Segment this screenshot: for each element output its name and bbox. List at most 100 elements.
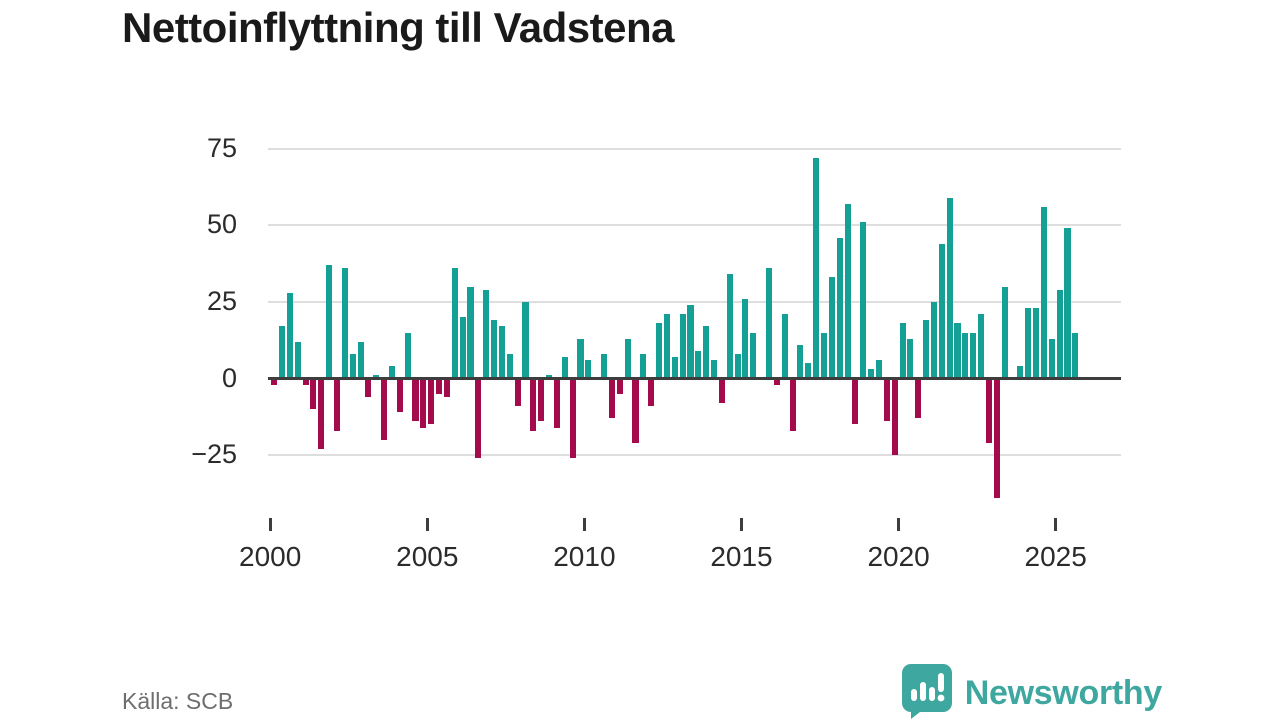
bar xyxy=(475,378,482,459)
grid-line xyxy=(268,224,1121,227)
bar xyxy=(585,360,592,379)
bar xyxy=(1001,286,1008,379)
bar xyxy=(773,378,780,385)
bar xyxy=(553,378,560,428)
x-tick xyxy=(582,518,586,531)
bar xyxy=(907,338,914,379)
bar xyxy=(813,157,820,379)
bar xyxy=(1048,338,1055,379)
bar xyxy=(899,323,906,379)
bar xyxy=(891,378,898,456)
bar xyxy=(271,378,278,385)
x-tick xyxy=(268,518,272,531)
bar xyxy=(852,378,859,425)
bar xyxy=(365,378,372,397)
bar xyxy=(318,378,325,449)
bar xyxy=(828,277,835,379)
x-tick xyxy=(897,518,901,531)
bar xyxy=(836,237,843,379)
bar xyxy=(655,323,663,379)
bar xyxy=(789,378,796,431)
bar xyxy=(616,378,623,394)
bar xyxy=(797,344,804,379)
x-axis-label: 2020 xyxy=(867,541,930,572)
bar xyxy=(286,292,293,379)
bar xyxy=(451,268,458,379)
bar xyxy=(750,332,757,379)
chart-title: Nettoinflyttning till Vadstena xyxy=(122,4,675,51)
bar xyxy=(805,363,812,379)
bar xyxy=(632,378,639,443)
bar xyxy=(428,378,435,425)
bar xyxy=(601,353,608,379)
bar xyxy=(514,378,521,407)
bar xyxy=(326,265,333,379)
bar xyxy=(498,326,505,379)
bar xyxy=(420,378,427,428)
newsworthy-logo[interactable]: Newsworthy xyxy=(901,663,1162,720)
x-tick xyxy=(1054,518,1058,531)
bar xyxy=(333,378,341,431)
grid-line xyxy=(268,454,1121,457)
y-axis-label: 25 xyxy=(206,285,237,316)
newsworthy-logo-text: Newsworthy xyxy=(964,674,1163,712)
bar xyxy=(930,301,937,379)
y-axis-label: −25 xyxy=(191,439,237,470)
x-axis-label: 2025 xyxy=(1024,541,1087,572)
x-axis-label: 2005 xyxy=(396,541,459,572)
bar xyxy=(483,289,490,379)
bar xyxy=(349,353,356,379)
bar xyxy=(726,274,733,379)
bar xyxy=(624,338,631,379)
bar xyxy=(278,326,286,379)
bar xyxy=(404,332,411,379)
bar xyxy=(978,314,985,379)
bar xyxy=(459,317,466,379)
bar xyxy=(820,332,828,379)
bar xyxy=(781,314,788,379)
bar xyxy=(1025,308,1032,379)
bar xyxy=(467,286,474,379)
bar xyxy=(663,314,670,379)
grid-line xyxy=(268,147,1121,150)
bar xyxy=(357,341,364,379)
bar xyxy=(577,338,584,379)
bar xyxy=(734,353,741,379)
newsworthy-logo-icon xyxy=(901,663,953,720)
bar xyxy=(703,326,710,379)
bar xyxy=(1040,206,1047,379)
bar xyxy=(1064,228,1071,379)
bar xyxy=(506,353,513,379)
bar xyxy=(1056,289,1063,379)
bar xyxy=(860,222,867,379)
bar xyxy=(695,350,702,379)
bar xyxy=(561,357,568,379)
bar xyxy=(381,378,388,440)
bar xyxy=(993,378,1000,499)
bar xyxy=(412,378,419,422)
bar xyxy=(923,320,930,379)
y-axis-label: 0 xyxy=(221,362,237,393)
bar xyxy=(396,378,403,413)
bar xyxy=(742,298,749,379)
bar xyxy=(954,323,961,379)
grid-line xyxy=(268,300,1121,303)
bar xyxy=(679,314,686,379)
bar xyxy=(302,378,309,385)
bar xyxy=(522,301,529,379)
bar xyxy=(1017,366,1024,379)
bar xyxy=(883,378,890,422)
bar xyxy=(341,268,348,379)
x-tick xyxy=(425,518,429,531)
bar xyxy=(436,378,443,394)
bar xyxy=(1033,308,1040,379)
x-axis-label: 2000 xyxy=(239,541,302,572)
bar xyxy=(538,378,545,422)
bar xyxy=(530,378,537,431)
bar xyxy=(962,332,969,379)
y-axis-label: 50 xyxy=(206,209,237,240)
bar xyxy=(294,341,301,379)
bar xyxy=(310,378,317,410)
x-axis-label: 2015 xyxy=(710,541,773,572)
